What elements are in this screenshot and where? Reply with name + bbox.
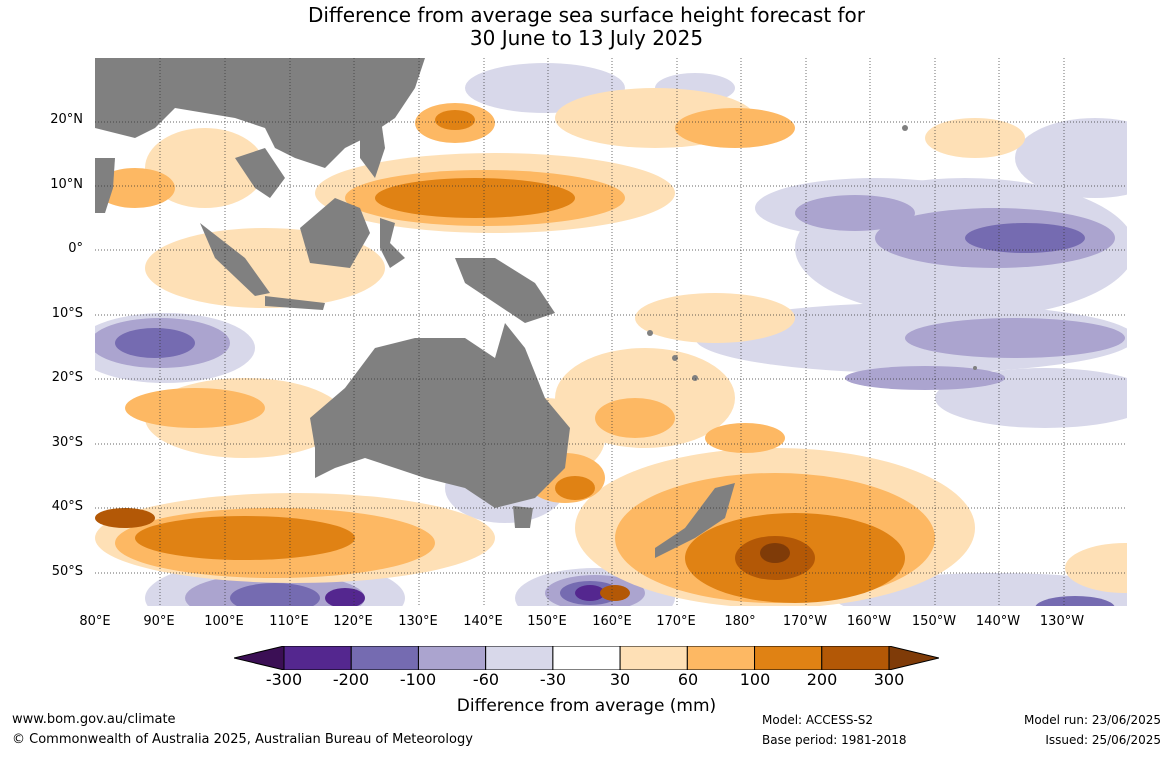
- colorbar-cell: [283, 646, 352, 670]
- lon-label-130w: 130°W: [1039, 614, 1085, 629]
- sea-surface-height-map: [94, 57, 1128, 607]
- anomaly-field: [95, 63, 1127, 606]
- lon-label-80e: 80°E: [79, 614, 111, 629]
- lat-label-0: 0°: [68, 241, 83, 256]
- colorbar: [234, 646, 939, 670]
- colorbar-cell: [552, 646, 621, 670]
- colorbar-label: 300: [873, 670, 905, 689]
- colorbar-label: -30: [539, 670, 567, 689]
- colorbar-label: 100: [739, 670, 771, 689]
- lon-label-150e: 150°E: [527, 614, 567, 629]
- colorbar-cell: [485, 646, 554, 670]
- graticule: [95, 58, 1127, 606]
- lon-label-120e: 120°E: [333, 614, 373, 629]
- lon-label-110e: 110°E: [269, 614, 309, 629]
- lon-label-140e: 140°E: [463, 614, 503, 629]
- colorbar-label: -100: [399, 670, 437, 689]
- colorbar-title: Difference from average (mm): [456, 696, 717, 716]
- lat-label-20n: 20°N: [50, 112, 83, 127]
- lon-label-90e: 90°E: [143, 614, 175, 629]
- map-title: Difference from average sea surface heig…: [0, 4, 1173, 50]
- colorbar-cell: [619, 646, 688, 670]
- colorbar-cell: [754, 646, 823, 670]
- colorbar-cell: [821, 646, 890, 670]
- colorbar-label: -200: [332, 670, 370, 689]
- colorbar-label: 30: [609, 670, 631, 689]
- lat-label-20s: 20°S: [51, 370, 83, 385]
- colorbar-cell: [350, 646, 419, 670]
- lon-label-170e: 170°E: [656, 614, 696, 629]
- lon-label-100e: 100°E: [204, 614, 244, 629]
- model-name: Model: ACCESS-S2: [762, 713, 874, 727]
- lat-label-30s: 30°S: [51, 435, 83, 450]
- lat-label-10n: 10°N: [50, 177, 83, 192]
- base-period: Base period: 1981-2018: [762, 733, 907, 747]
- colorbar-cell: [417, 646, 487, 670]
- colorbar-label: -60: [472, 670, 500, 689]
- map-canvas: [95, 58, 1127, 606]
- title-line-2: 30 June to 13 July 2025: [469, 26, 704, 50]
- copyright-text: © Commonwealth of Australia 2025, Austra…: [12, 732, 473, 747]
- lon-label-160e: 160°E: [592, 614, 632, 629]
- lon-label-170w: 170°W: [782, 614, 828, 629]
- lon-label-130e: 130°E: [398, 614, 438, 629]
- title-line-1: Difference from average sea surface heig…: [307, 3, 866, 27]
- lon-label-180: 180°: [724, 614, 756, 629]
- lat-label-10s: 10°S: [51, 306, 83, 321]
- colorbar-cell: [686, 646, 756, 670]
- lon-label-150w: 150°W: [911, 614, 957, 629]
- lat-label-50s: 50°S: [51, 564, 83, 579]
- colorbar-extend-low: [234, 646, 285, 670]
- model-run-date: Model run: 23/06/2025: [1023, 713, 1161, 727]
- land: [95, 58, 977, 558]
- colorbar-extend-high: [888, 646, 939, 670]
- colorbar-label: -300: [265, 670, 303, 689]
- lat-label-40s: 40°S: [51, 499, 83, 514]
- colorbar-label: 200: [806, 670, 838, 689]
- lon-label-140w: 140°W: [975, 614, 1021, 629]
- colorbar-label: 60: [677, 670, 699, 689]
- lon-label-160w: 160°W: [846, 614, 892, 629]
- issued-date: Issued: 25/06/2025: [1045, 733, 1161, 747]
- website-link[interactable]: www.bom.gov.au/climate: [12, 712, 176, 727]
